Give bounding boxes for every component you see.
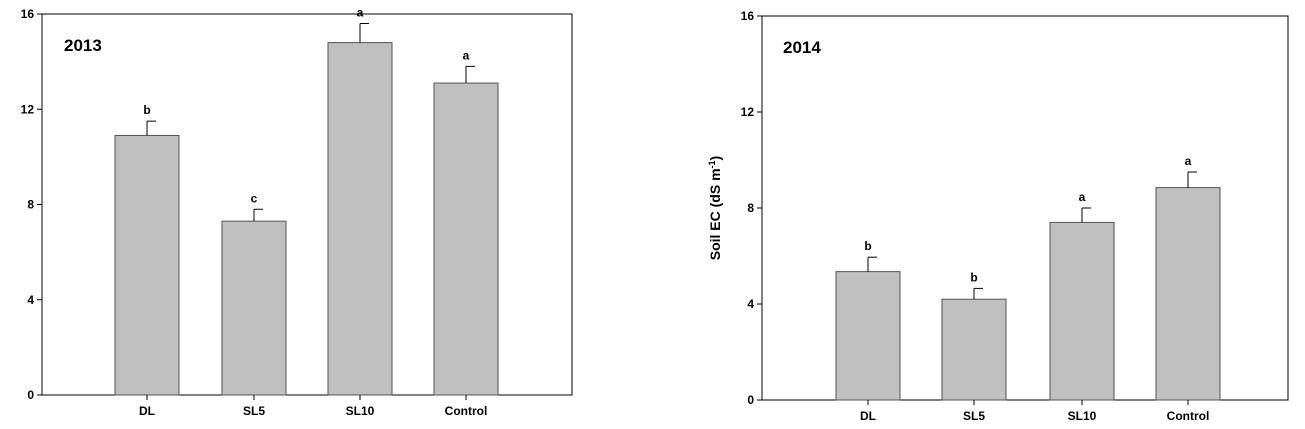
chart-panel-0: 0 4 8 12 16 b DL c SL5 a SL10 a Control 2013 xyxy=(21,6,573,418)
category-label: SL10 xyxy=(346,404,375,418)
bar-sl10 xyxy=(327,42,393,396)
category-label: SL5 xyxy=(243,404,265,418)
significance-label: a xyxy=(1185,154,1192,168)
y-tick-label: 8 xyxy=(27,198,34,212)
significance-label: b xyxy=(143,103,150,117)
y-tick-label: 12 xyxy=(741,105,755,119)
y-tick-label: 16 xyxy=(741,9,755,23)
y-tick-label: 4 xyxy=(27,293,34,307)
chart-panel-1: 0 4 8 12 16 b DL b SL5 a SL10 a Control 2014 Soil EC (… xyxy=(707,9,1289,423)
bar-sl5 xyxy=(221,220,287,396)
bar-sl5 xyxy=(941,298,1007,401)
y-tick-label: 4 xyxy=(747,297,754,311)
category-label: DL xyxy=(860,409,876,423)
y-tick-label: 16 xyxy=(21,7,35,21)
y-tick-label: 0 xyxy=(747,393,754,407)
category-label: SL10 xyxy=(1068,409,1097,423)
significance-label: c xyxy=(251,191,258,205)
bar-sl10 xyxy=(1049,221,1115,401)
y-axis-label: Soil EC (dS m-1) xyxy=(707,156,723,260)
significance-label: a xyxy=(357,6,364,20)
y-tick-label: 12 xyxy=(21,102,35,116)
significance-label: b xyxy=(864,239,871,253)
category-label: DL xyxy=(139,404,155,418)
bar-control xyxy=(1155,187,1221,401)
panel-title: 2013 xyxy=(64,36,102,55)
significance-label: a xyxy=(463,48,470,62)
category-label: SL5 xyxy=(963,409,985,423)
significance-label: a xyxy=(1079,190,1086,204)
category-label: Control xyxy=(1167,409,1210,423)
category-label: Control xyxy=(445,404,488,418)
panel-title: 2014 xyxy=(783,38,821,57)
bar-control xyxy=(433,82,499,396)
y-tick-label: 8 xyxy=(747,201,754,215)
bar-dl xyxy=(835,271,901,401)
y-tick-label: 0 xyxy=(27,388,34,402)
significance-label: b xyxy=(970,270,977,284)
bar-dl xyxy=(114,134,180,396)
